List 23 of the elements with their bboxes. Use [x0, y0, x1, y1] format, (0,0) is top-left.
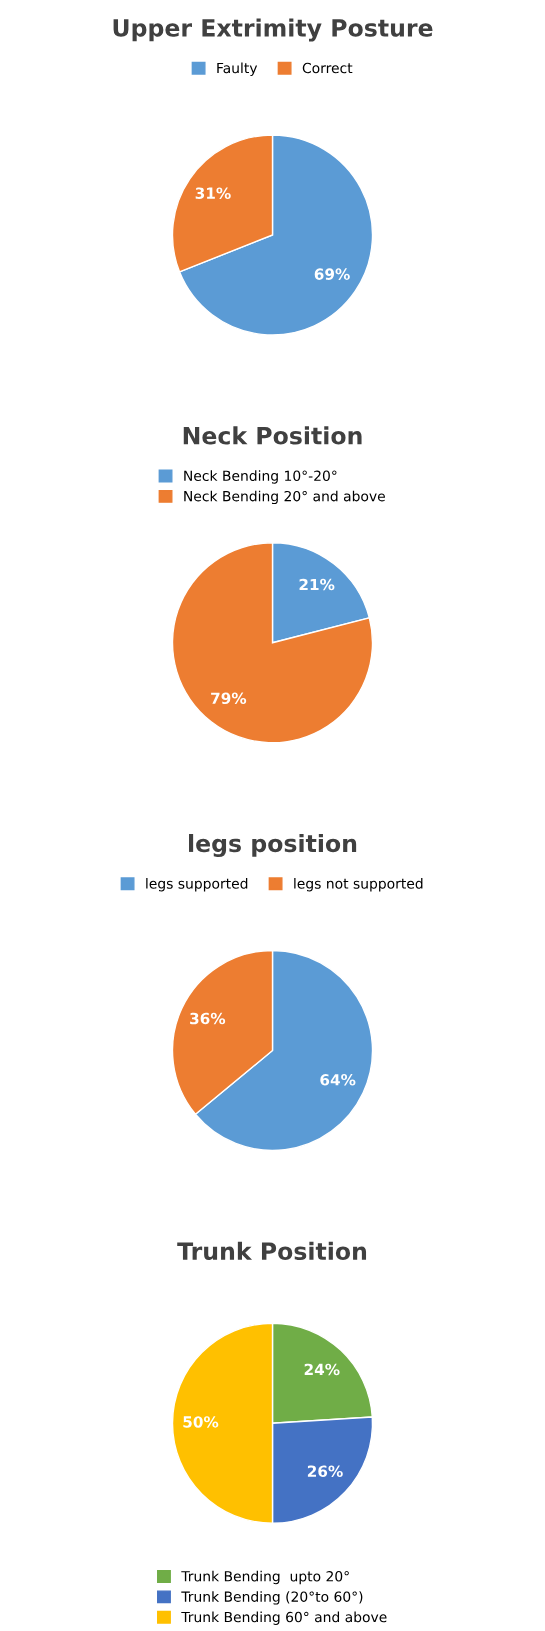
data-label: 69%	[314, 268, 350, 280]
legend-label: Neck Bending 10°-20°	[184, 470, 337, 484]
data-label: 24%	[304, 1363, 340, 1376]
data-label: 79%	[211, 692, 247, 705]
legend-label: Trunk Bending (20°to 60°)	[181, 1591, 363, 1605]
legend-label: Correct	[302, 62, 353, 74]
chart-title: Trunk Position	[177, 1241, 367, 1261]
data-label: 31%	[195, 187, 231, 199]
data-label: 21%	[299, 578, 335, 591]
legend-label: Trunk Bending upto 20°	[181, 1570, 349, 1585]
legend-label: legs supported	[146, 878, 248, 892]
legend-label: Trunk Bending 60° and above	[181, 1611, 387, 1625]
data-label: 64%	[320, 1074, 356, 1086]
chart-title: Neck Position	[183, 426, 362, 445]
legend-label: Neck Bending 20° and above	[184, 490, 385, 505]
legend-label: legs not supported	[294, 878, 423, 892]
chart-title: Upper Extrimity Posture	[113, 18, 433, 42]
pie-slice	[171, 542, 374, 744]
data-label: 36%	[190, 1012, 226, 1025]
chart-title: legs position	[189, 833, 357, 858]
data-label: 26%	[307, 1465, 343, 1477]
data-label: 50%	[183, 1416, 219, 1428]
legend-label: Faulty	[217, 62, 258, 76]
